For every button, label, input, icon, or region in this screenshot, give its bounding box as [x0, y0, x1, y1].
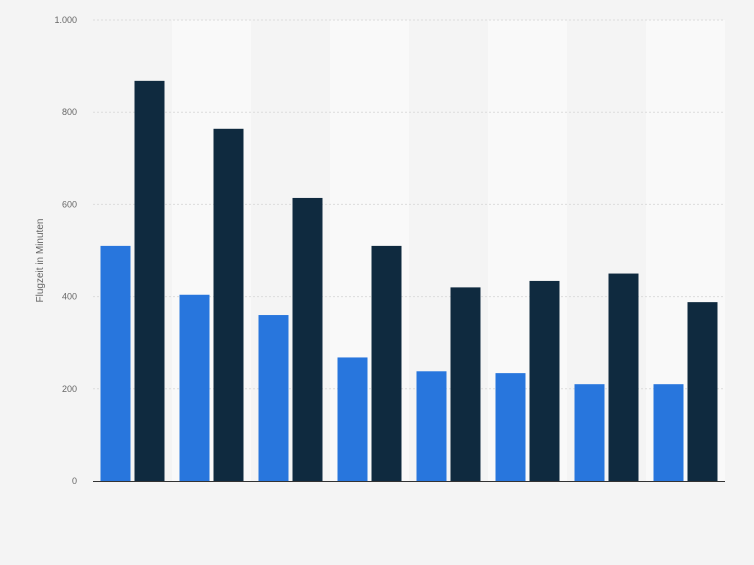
bar: [529, 280, 560, 481]
bar: [450, 287, 481, 481]
bar: [292, 197, 323, 482]
bar: [337, 357, 368, 481]
bar: [100, 245, 131, 481]
bar: [574, 384, 605, 481]
category-bands: [172, 20, 725, 481]
y-tick-label: 800: [62, 107, 77, 117]
y-tick-label: 1.000: [54, 15, 77, 25]
bar: [416, 371, 447, 481]
bar: [608, 273, 639, 481]
bars: [100, 80, 718, 482]
bar: [258, 315, 289, 481]
y-tick-label: 200: [62, 384, 77, 394]
y-axis-label: Flugzeit in Minuten: [35, 219, 46, 303]
bar: [653, 384, 684, 481]
y-tick-label: 600: [62, 199, 77, 209]
y-axis-ticks: 0 200 400 600 800 1.000: [54, 15, 77, 486]
bar: [687, 302, 718, 481]
y-tick-label: 0: [72, 476, 77, 486]
bar: [134, 80, 165, 482]
bar: [213, 128, 244, 481]
y-tick-label: 400: [62, 292, 77, 302]
bar: [495, 373, 526, 481]
bar: [371, 245, 402, 481]
bar: [179, 294, 210, 481]
